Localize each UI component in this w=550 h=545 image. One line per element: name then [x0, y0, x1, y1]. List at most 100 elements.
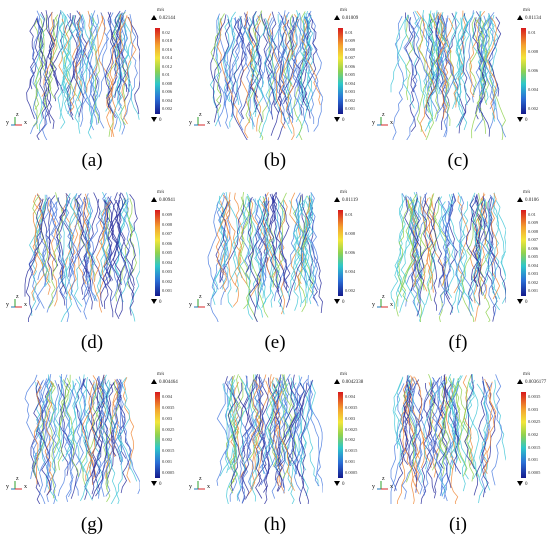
panel-b: y z x m/s 0.01009 0.01 0.009 0.008 0.007 0.006 0.0…	[183, 0, 366, 181]
panel-caption: (d)	[80, 332, 104, 353]
colorbar-tick: 0.004	[345, 394, 356, 399]
streamline	[97, 374, 105, 455]
streamline	[295, 16, 314, 139]
streamline	[210, 14, 227, 123]
colorbar-unit: m/s	[340, 8, 348, 13]
panel-i: y z x m/s 0.0036177 0.0035 0.003 0.0025 0.002 0.0…	[366, 364, 549, 545]
streamline	[483, 378, 497, 474]
streamline	[290, 382, 307, 463]
panel-caption: (c)	[447, 150, 469, 171]
streamline	[228, 376, 254, 490]
streamline	[271, 375, 289, 499]
streamlines-plot	[207, 191, 323, 322]
colorbar-tick: 0.009	[345, 38, 356, 44]
streamline	[302, 15, 314, 112]
colorbar-tick: 0.008	[528, 49, 539, 54]
streamline	[46, 201, 66, 313]
streamline	[489, 14, 499, 122]
streamline	[87, 10, 98, 125]
streamline	[265, 380, 296, 491]
streamline	[302, 12, 314, 111]
colorbar-tick: 0.006	[345, 250, 356, 255]
streamline	[477, 11, 486, 94]
streamline	[401, 382, 418, 500]
streamline	[74, 13, 99, 123]
streamline	[37, 16, 48, 140]
streamline	[61, 15, 71, 117]
streamline	[81, 14, 94, 131]
axis-label-y: y	[6, 120, 9, 126]
streamline	[232, 16, 245, 106]
streamline	[129, 194, 138, 286]
streamline	[267, 13, 286, 129]
streamline	[57, 382, 77, 497]
streamline	[283, 16, 298, 104]
colorbar-min-value: 0	[525, 482, 528, 487]
streamline	[417, 17, 434, 140]
streamline	[454, 12, 475, 131]
streamline	[56, 197, 67, 295]
streamline	[486, 17, 506, 140]
axis-label-y: y	[189, 484, 192, 490]
streamline	[254, 199, 267, 278]
colorbar-tick: 0.003	[528, 406, 539, 412]
streamline	[419, 196, 432, 291]
colorbar-max-value: 0.0036177	[525, 380, 547, 385]
streamline	[42, 10, 62, 124]
triangle-down-icon	[334, 481, 340, 486]
colorbar-tick: 0.006	[162, 240, 173, 246]
streamline	[259, 198, 270, 299]
colorbar-tick: 0.002	[345, 288, 356, 293]
streamline	[76, 193, 87, 295]
streamline	[255, 374, 265, 499]
colorbar	[521, 28, 526, 114]
streamline	[402, 378, 412, 465]
streamline	[43, 17, 58, 108]
colorbar-tick: 0.0005	[162, 470, 175, 475]
streamline	[32, 381, 43, 487]
streamline	[51, 379, 59, 504]
streamline	[226, 17, 243, 92]
streamline	[493, 379, 506, 461]
streamline	[279, 14, 291, 96]
streamlines-plot	[390, 191, 506, 322]
colorbar-tick: 0.002	[345, 437, 356, 443]
streamline	[228, 17, 240, 105]
streamline	[98, 200, 110, 298]
streamline	[462, 375, 474, 482]
streamline	[57, 379, 70, 471]
streamline	[465, 10, 476, 103]
colorbar-tick: 0.005	[345, 72, 356, 78]
streamline	[65, 381, 74, 455]
streamline	[436, 381, 447, 497]
colorbar-tick: 0.016	[162, 46, 173, 52]
streamline	[394, 377, 403, 467]
colorbar-tick: 0.008	[528, 228, 539, 234]
colorbar-max: 0.0036177	[517, 379, 546, 385]
triangle-up-icon	[334, 197, 340, 202]
streamline	[30, 10, 41, 135]
colorbar	[338, 210, 343, 296]
streamline	[407, 15, 430, 89]
streamline	[88, 381, 96, 476]
colorbar-tick: 0.009	[162, 212, 173, 217]
streamline	[271, 192, 287, 288]
colorbar-tick: 0.02	[162, 30, 170, 35]
streamline	[261, 198, 280, 309]
streamline	[298, 375, 319, 486]
streamline	[32, 194, 39, 276]
colorbar-unit: m/s	[157, 8, 165, 13]
panel-caption: (e)	[264, 332, 286, 353]
streamline	[491, 374, 503, 486]
streamline	[51, 375, 64, 473]
streamline	[464, 374, 475, 470]
colorbar-unit: m/s	[340, 190, 348, 195]
streamline	[250, 379, 260, 471]
streamline	[87, 198, 109, 301]
colorbar-tick: 0.006	[528, 68, 539, 73]
streamline	[295, 10, 313, 122]
streamline	[394, 375, 409, 492]
streamline	[431, 10, 444, 95]
colorbar-max-value: 0.004464	[159, 380, 178, 385]
